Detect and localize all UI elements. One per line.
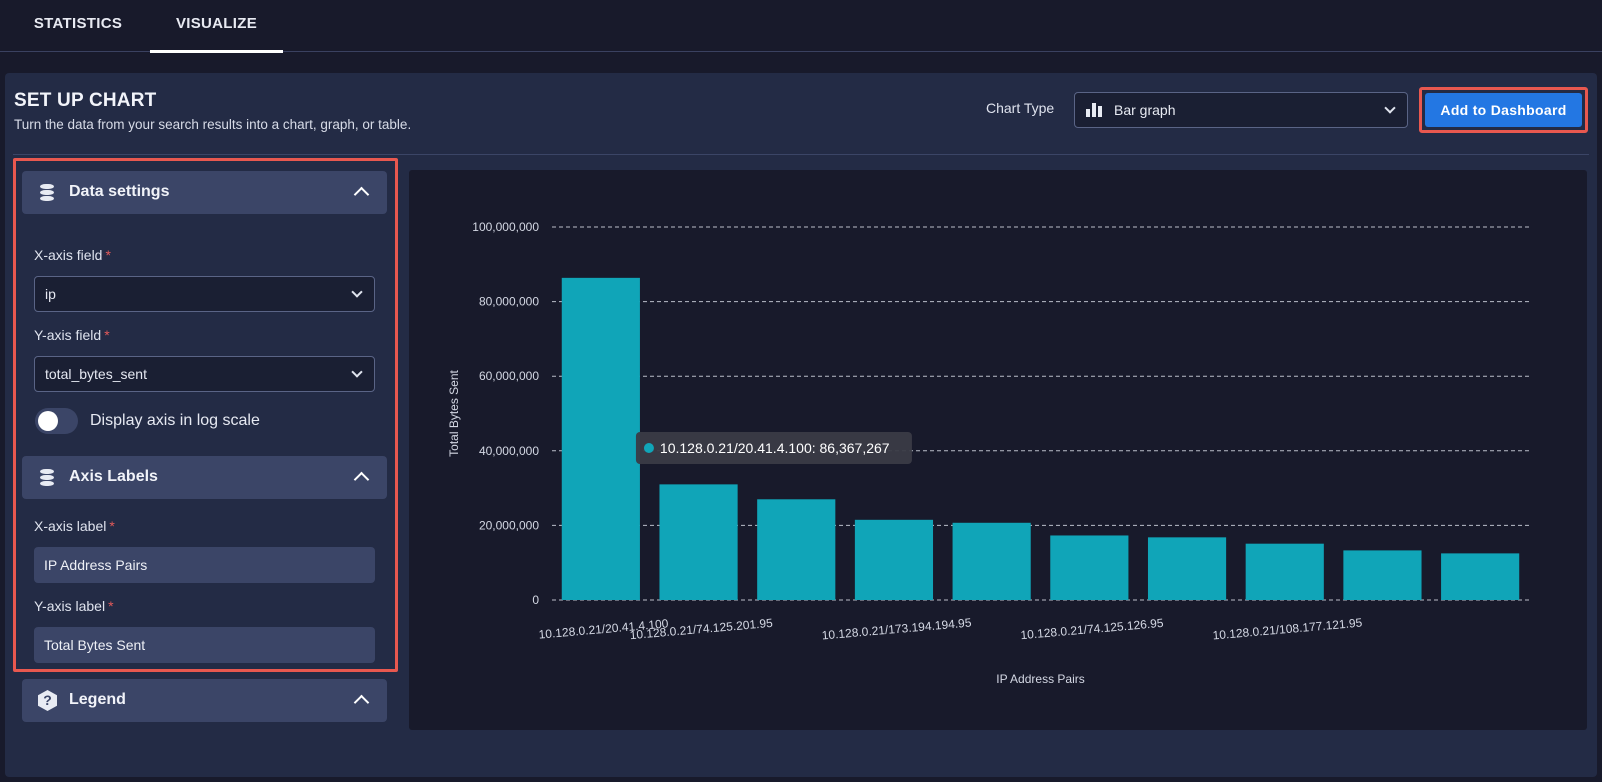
x-axis-field-value: ip <box>45 286 56 302</box>
chart-type-label: Chart Type <box>986 100 1055 116</box>
page-title: SET UP CHART <box>14 90 157 111</box>
y-tick-label: 60,000,000 <box>479 369 539 383</box>
database-icon <box>40 184 54 201</box>
y-axis-label-label: Y-axis label * <box>34 598 114 614</box>
y-tick-label: 40,000,000 <box>479 444 539 458</box>
chevron-down-icon <box>1384 102 1396 114</box>
tab-bar: STATISTICS VISUALIZE <box>0 0 1602 53</box>
divider <box>13 154 1589 155</box>
y-axis-title: Total Bytes Sent <box>447 369 461 456</box>
axis-labels-header[interactable]: Axis Labels <box>22 456 387 499</box>
bar <box>757 499 836 600</box>
bar <box>1343 550 1422 600</box>
tooltip-text: 10.128.0.21/20.41.4.100: 86,367,267 <box>660 440 890 456</box>
bar <box>1245 543 1324 600</box>
bar <box>1441 553 1520 600</box>
tab-visualize[interactable]: VISUALIZE <box>150 0 283 53</box>
y-axis-field-value: total_bytes_sent <box>45 366 147 382</box>
bar-chart-icon <box>1086 103 1102 117</box>
x-axis-title: IP Address Pairs <box>996 672 1085 686</box>
bar <box>1147 537 1227 600</box>
chevron-down-icon <box>351 286 363 298</box>
log-scale-label: Display axis in log scale <box>90 412 260 429</box>
y-axis-label-input[interactable] <box>34 627 375 663</box>
bar-chart: 0 20,000,000 40,000,000 60,000,000 80,000,00… <box>409 170 1587 730</box>
tooltip-box <box>635 432 912 464</box>
chevron-up-icon <box>353 471 370 488</box>
log-scale-toggle[interactable] <box>35 408 78 434</box>
y-tick-label: 0 <box>532 593 539 607</box>
x-axis-label-label: X-axis label * <box>34 518 115 534</box>
page-subtitle: Turn the data from your search results i… <box>14 117 412 132</box>
setup-chart-panel: SET UP CHART Turn the data from your sea… <box>5 73 1597 777</box>
tab-statistics[interactable]: STATISTICS <box>33 15 123 32</box>
legend-title: Legend <box>69 691 126 708</box>
y-axis-field-label: Y-axis field * <box>34 327 110 343</box>
help-icon: ? <box>38 690 57 711</box>
toggle-knob <box>38 411 58 431</box>
add-to-dashboard-button[interactable]: Add to Dashboard <box>1425 93 1582 127</box>
add-to-dashboard-highlight: Add to Dashboard <box>1419 87 1588 133</box>
chevron-up-icon <box>353 694 370 711</box>
y-axis-field-select[interactable]: total_bytes_sent <box>34 356 375 392</box>
chart-type-select[interactable]: Bar graph <box>1074 92 1408 128</box>
bar-chart-svg: 0 20,000,000 40,000,000 60,000,000 80,000,00… <box>447 220 1529 686</box>
database-icon <box>40 469 54 486</box>
axis-labels-title: Axis Labels <box>69 468 158 485</box>
x-tick-label: 10.128.0.21/108.177.121.95 <box>1212 615 1363 642</box>
x-axis-field-label: X-axis field * <box>34 247 111 263</box>
chevron-down-icon <box>351 366 363 378</box>
legend-header[interactable]: ? Legend <box>22 679 387 722</box>
settings-highlight <box>13 158 398 672</box>
y-tick-label: 100,000,000 <box>472 220 539 234</box>
bar <box>854 519 934 600</box>
chart-type-value: Bar graph <box>1114 102 1176 118</box>
bar <box>952 522 1031 600</box>
data-settings-header[interactable]: Data settings <box>22 171 387 214</box>
x-tick-label: 10.128.0.21/173.194.194.95 <box>821 615 972 642</box>
y-tick-label: 20,000,000 <box>479 518 539 532</box>
x-tick-label: 10.128.0.21/74.125.126.95 <box>1020 616 1164 642</box>
bar <box>1050 535 1129 600</box>
y-tick-label: 80,000,000 <box>479 295 539 309</box>
chevron-up-icon <box>353 186 370 203</box>
bar <box>659 484 738 600</box>
data-settings-title: Data settings <box>69 183 170 200</box>
tooltip-marker <box>643 443 654 453</box>
bar <box>561 277 640 600</box>
x-axis-field-select[interactable]: ip <box>34 276 375 312</box>
x-axis-label-input[interactable] <box>34 547 375 583</box>
